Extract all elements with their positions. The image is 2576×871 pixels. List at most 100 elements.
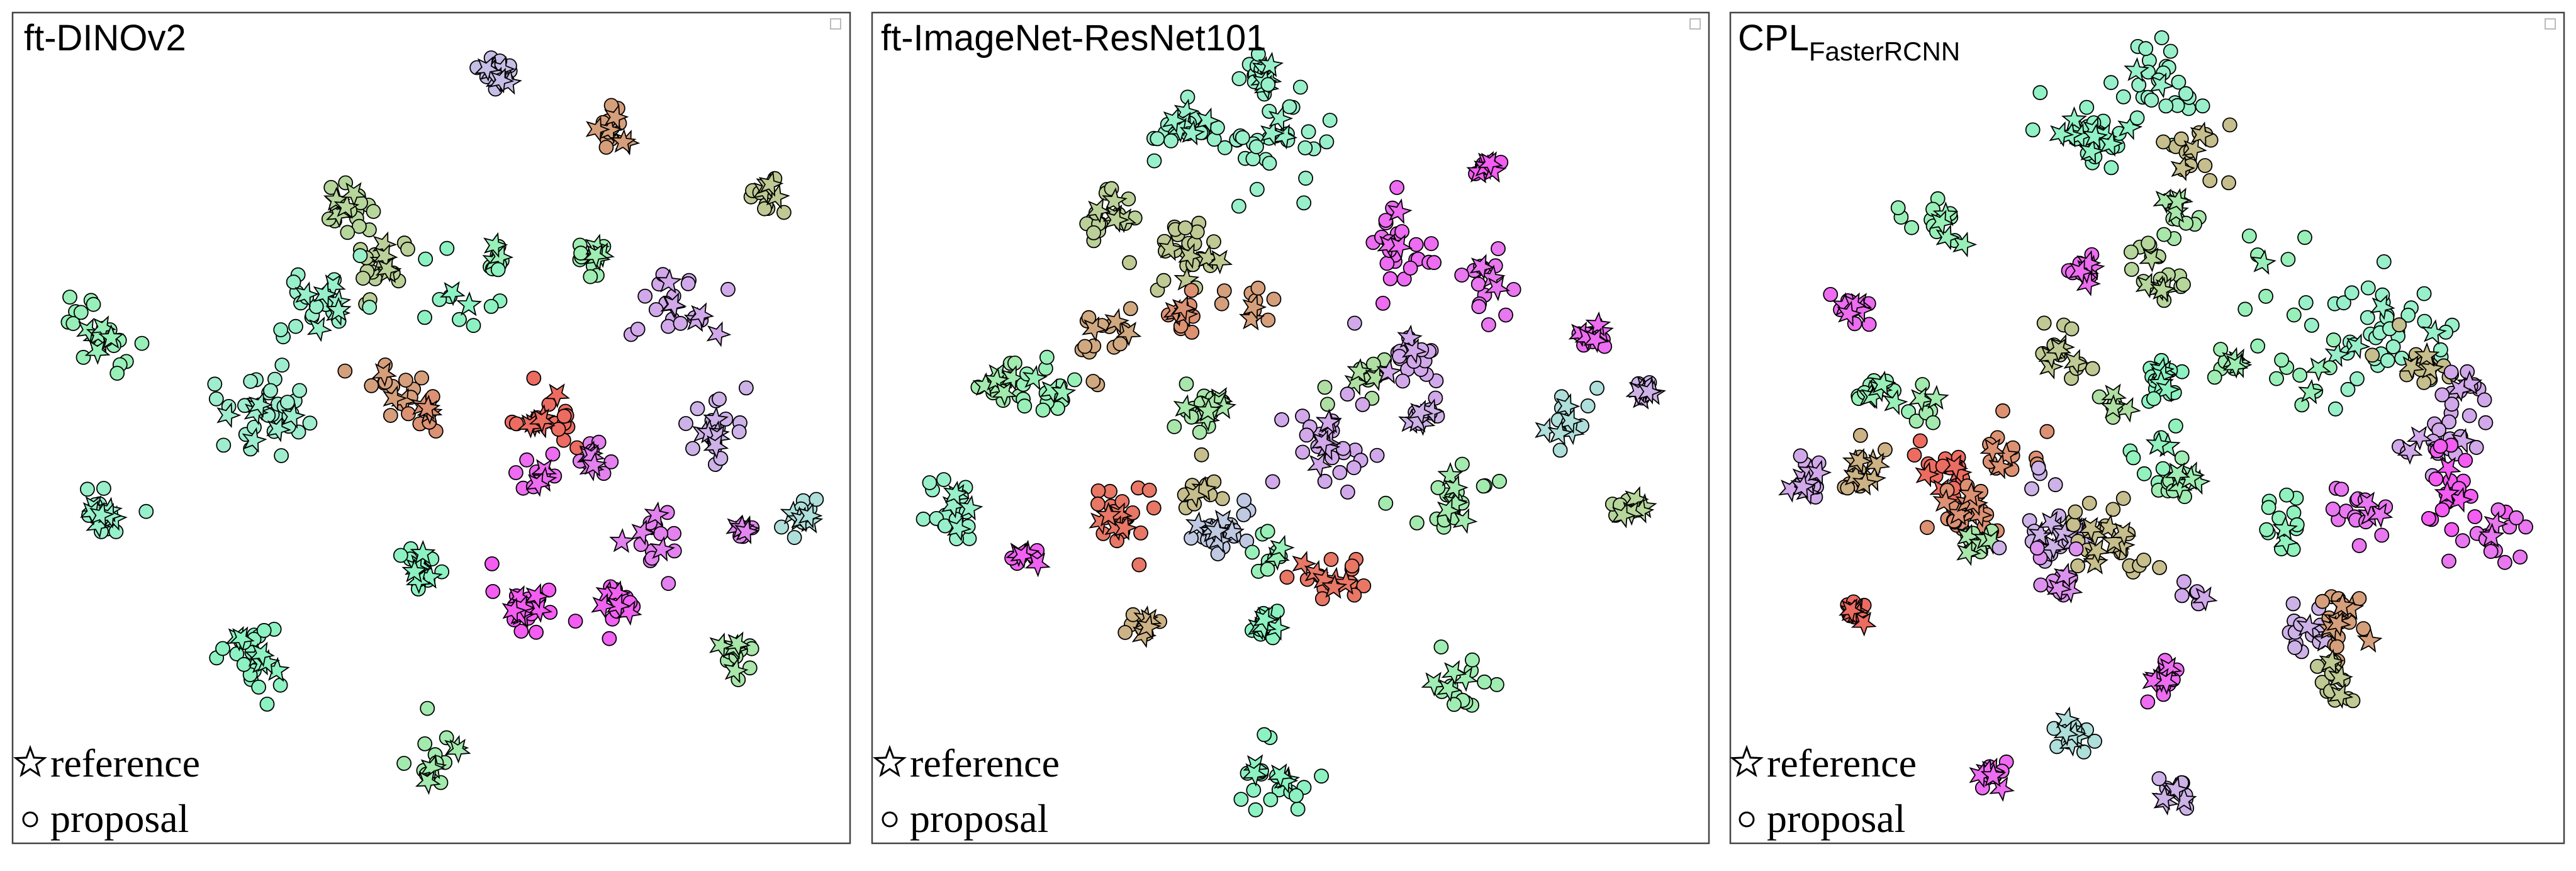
reference-point xyxy=(1107,502,1133,528)
proposal-point xyxy=(1395,373,1411,389)
reference-point xyxy=(527,597,553,623)
proposal-point xyxy=(1274,412,1289,427)
proposal-point xyxy=(1394,224,1410,239)
proposal-point xyxy=(2286,307,2302,323)
proposal-point xyxy=(2156,227,2172,242)
proposal-point xyxy=(2068,504,2083,520)
proposal-point xyxy=(2144,93,2159,108)
reference-point xyxy=(2083,549,2109,575)
proposal-point xyxy=(2443,364,2459,380)
proposal-point xyxy=(661,576,676,591)
reference-point xyxy=(1437,462,1464,487)
reference-point xyxy=(644,501,670,527)
proposal-point xyxy=(1314,591,1330,607)
proposal-point xyxy=(2441,553,2456,569)
reference-point xyxy=(1637,378,1662,405)
reference-point xyxy=(1022,364,1048,391)
proposal-point xyxy=(2340,381,2356,397)
proposal-point xyxy=(109,366,125,381)
proposal-point xyxy=(466,318,481,334)
reference-point xyxy=(320,274,346,299)
reference-point xyxy=(2406,425,2433,451)
proposal-point xyxy=(1340,485,1355,500)
proposal-point xyxy=(2146,391,2161,407)
reference-point xyxy=(1085,198,1112,224)
proposal-point xyxy=(2136,466,2152,481)
reference-point xyxy=(2079,138,2105,164)
reference-point xyxy=(725,631,751,657)
proposal-point xyxy=(286,274,301,290)
proposal-point xyxy=(1297,140,1313,155)
proposal-point xyxy=(2287,640,2303,655)
reference-point xyxy=(1408,400,1434,426)
panel-ft-imagenet-resnet101: ft-ImageNet-ResNet101 reference proposal xyxy=(871,11,1710,845)
proposal-point xyxy=(526,371,542,386)
reference-point xyxy=(2355,492,2381,517)
reference-point xyxy=(2251,249,2276,275)
reference-point xyxy=(249,641,275,668)
reference-point xyxy=(798,502,823,529)
proposal-point xyxy=(742,660,758,676)
reference-point xyxy=(1915,461,1940,488)
proposal-point xyxy=(1260,77,1276,93)
proposal-point xyxy=(1266,291,1282,307)
reference-point xyxy=(946,515,972,542)
proposal-point xyxy=(2131,77,2147,93)
reference-point xyxy=(758,171,784,197)
proposal-point xyxy=(1282,99,1297,115)
proposal-point xyxy=(2297,230,2312,245)
proposal-point xyxy=(2029,541,2045,556)
reference-point xyxy=(1267,763,1293,789)
reference-point xyxy=(723,658,749,683)
scatter-points xyxy=(1778,30,2534,816)
proposal-point xyxy=(1295,444,1311,460)
reference-point xyxy=(2117,114,2143,140)
proposal-point xyxy=(2455,533,2470,549)
proposal-point xyxy=(1246,782,1262,798)
reference-point xyxy=(2272,515,2299,541)
reference-point xyxy=(2190,121,2215,147)
proposal-point xyxy=(1793,448,1808,464)
panel-title: ft-DINOv2 xyxy=(24,18,186,59)
proposal-point xyxy=(364,378,379,393)
proposal-point xyxy=(809,492,824,507)
reference-point xyxy=(483,232,508,258)
proposal-point xyxy=(1146,153,1162,169)
proposal-point xyxy=(776,205,792,220)
reference-point xyxy=(2145,431,2171,456)
proposal-point xyxy=(602,631,617,646)
proposal-point xyxy=(1260,524,1275,539)
reference-point xyxy=(2305,357,2332,382)
proposal-point xyxy=(1292,79,1308,95)
proposal-point xyxy=(2025,122,2041,138)
proposal-point xyxy=(452,312,467,327)
proposal-point xyxy=(2376,254,2392,269)
proposal-point xyxy=(690,401,705,417)
proposal-point xyxy=(1476,478,1491,494)
proposal-point xyxy=(1852,427,1868,443)
reference-point xyxy=(294,281,320,308)
reference-point xyxy=(372,244,398,269)
reference-point xyxy=(1387,198,1413,225)
reference-point xyxy=(1611,502,1637,529)
reference-point xyxy=(1555,393,1581,419)
reference-point xyxy=(2063,349,2089,375)
proposal-point xyxy=(323,179,339,195)
proposal-point xyxy=(1117,625,1133,640)
proposal-point xyxy=(2124,262,2139,278)
proposal-point xyxy=(208,391,224,407)
proposal-point xyxy=(1257,727,1272,743)
proposal-point xyxy=(2085,361,2100,376)
reference-point xyxy=(2397,440,2423,465)
reference-point xyxy=(2046,575,2072,602)
proposal-point xyxy=(1861,317,1877,332)
reference-point xyxy=(2356,627,2383,653)
proposal-point xyxy=(337,363,353,379)
proposal-point xyxy=(2304,318,2319,333)
legend-label-proposal: proposal xyxy=(910,796,1048,841)
reference-point xyxy=(709,632,734,659)
proposal-point xyxy=(1086,225,1101,240)
proposal-point xyxy=(739,380,754,396)
proposal-point xyxy=(1245,544,1260,560)
proposal-point xyxy=(1090,483,1106,498)
